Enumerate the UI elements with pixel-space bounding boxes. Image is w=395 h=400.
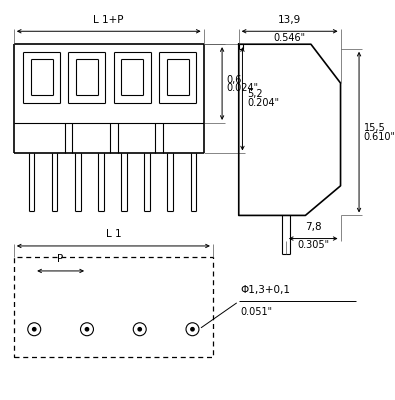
Circle shape	[85, 328, 88, 331]
Bar	[14, 257, 213, 357]
Text: 0.204": 0.204"	[247, 98, 279, 108]
Text: 0.610": 0.610"	[364, 132, 395, 142]
Circle shape	[32, 328, 36, 331]
Text: 13,9: 13,9	[278, 15, 301, 25]
Circle shape	[191, 328, 194, 331]
Text: 0.051": 0.051"	[241, 307, 273, 317]
Circle shape	[138, 328, 141, 331]
Text: 5,2: 5,2	[247, 89, 263, 99]
Text: P: P	[58, 254, 64, 264]
Text: 0.024": 0.024"	[227, 83, 259, 93]
Text: Φ1,3+0,1: Φ1,3+0,1	[241, 285, 291, 295]
Text: L 1: L 1	[105, 230, 121, 240]
Text: 15,5: 15,5	[364, 122, 386, 132]
Text: 0.546": 0.546"	[274, 33, 306, 43]
Text: 7,8: 7,8	[305, 222, 322, 232]
Text: 0,6: 0,6	[227, 75, 242, 85]
Text: 0.305": 0.305"	[297, 240, 329, 250]
Text: L 1+P: L 1+P	[94, 15, 124, 25]
